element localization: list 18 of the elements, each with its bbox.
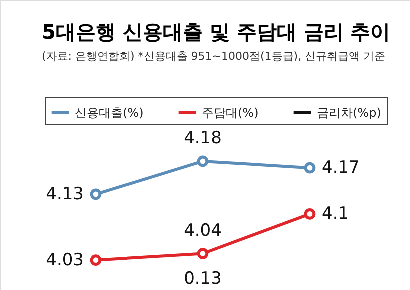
point xyxy=(90,254,102,266)
annotation: 0.13 xyxy=(184,269,222,289)
point xyxy=(304,162,316,174)
point xyxy=(197,248,209,260)
text: 5대은행 신용대출 및 주담대 금리 추이 xyxy=(42,20,391,44)
data-label: 4.03 xyxy=(46,250,84,270)
legend-label: 주담대(%) xyxy=(202,106,259,120)
data-label: 4.18 xyxy=(184,128,222,148)
data-label: 4.17 xyxy=(322,158,360,178)
point xyxy=(304,208,316,220)
legend-label: 금리차(%p) xyxy=(317,106,382,120)
data-label: 4.1 xyxy=(322,204,350,224)
data-label: 4.04 xyxy=(184,220,222,241)
point xyxy=(197,156,209,168)
data-label: 4.13 xyxy=(46,184,84,204)
legend-label: 신용대출(%) xyxy=(75,106,144,120)
point xyxy=(90,188,102,200)
text: (자료: 은행연합회) *신용대출 951~1000점(1등급), 신규취급액 기준 xyxy=(42,50,386,63)
